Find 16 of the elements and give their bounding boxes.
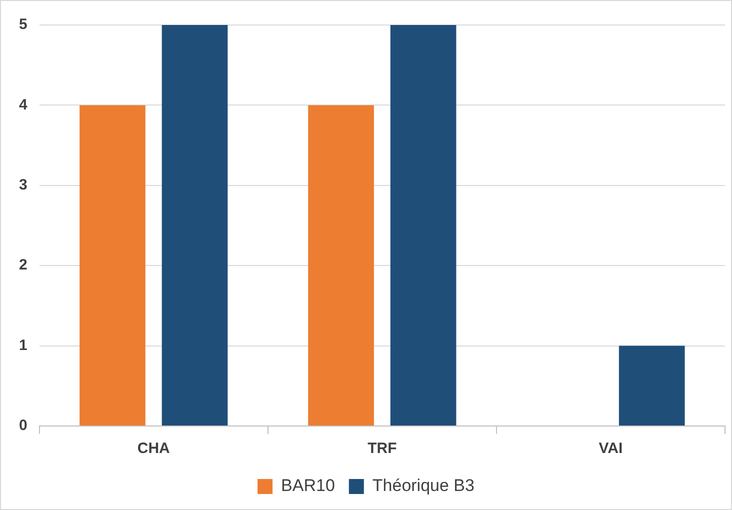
x-tick-label: CHA: [137, 440, 170, 458]
bar: [308, 105, 374, 426]
y-tick-label: 2: [19, 256, 28, 274]
bar: [618, 346, 685, 426]
bar: [80, 105, 146, 426]
y-tick-label: 0: [19, 417, 28, 434]
y-tick-label: 1: [19, 336, 28, 354]
x-tick-label: VAI: [598, 440, 623, 458]
y-tick-label: 5: [19, 16, 28, 34]
y-tick-label: 3: [19, 176, 28, 194]
legend-label: BAR10: [281, 476, 335, 496]
x-tick-label: TRF: [368, 440, 397, 458]
bar: [390, 25, 456, 426]
legend-label: Théorique B3: [372, 476, 474, 496]
bar: [162, 25, 228, 426]
y-tick-label: 4: [19, 96, 28, 114]
